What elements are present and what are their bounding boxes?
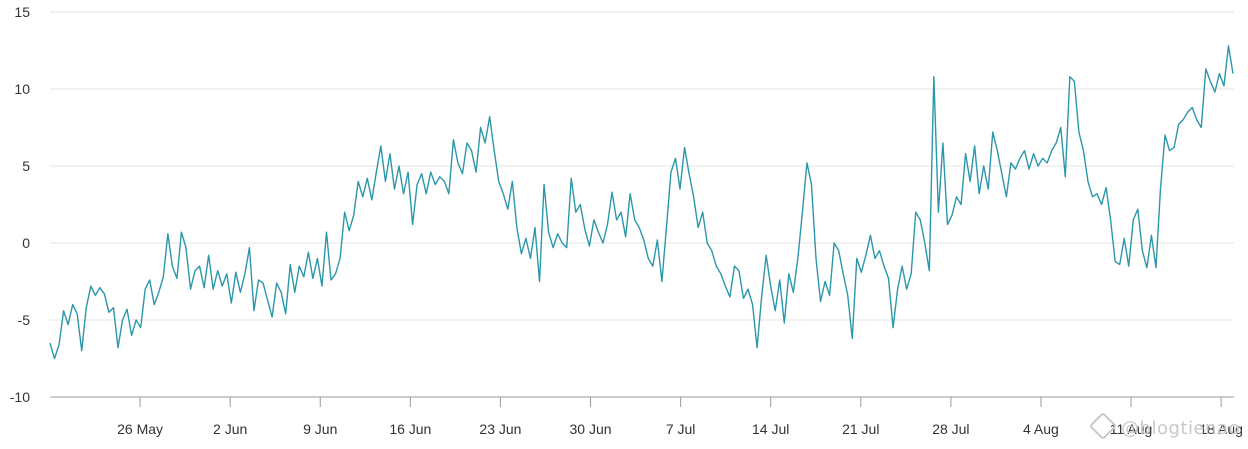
y-tick-label: 5 <box>22 158 30 174</box>
x-axis: 26 May 2 Jun 9 Jun 16 Jun 23 Jun 30 Jun 7 Jul 1… <box>50 396 1243 437</box>
x-tick-label: 16 Jun <box>389 421 431 437</box>
y-tick-label: 15 <box>14 4 30 20</box>
x-tick-label: 14 Jul <box>752 421 789 437</box>
x-tick-label: 11 Aug <box>1110 421 1153 437</box>
series-line <box>49 45 1234 360</box>
x-tick-label: 21 Jul <box>842 421 879 437</box>
y-tick-label: 10 <box>14 81 30 97</box>
y-tick-label: -5 <box>18 312 31 328</box>
x-tick-label: 23 Jun <box>479 421 521 437</box>
x-tick-label: 28 Jul <box>932 421 969 437</box>
x-tick-label: 18 Aug <box>1199 421 1243 437</box>
watermark: @blogtienao <box>1088 411 1240 441</box>
x-tick-label: 4 Aug <box>1023 421 1059 437</box>
x-tick-label: 9 Jun <box>303 421 337 437</box>
x-tick-label: 2 Jun <box>213 421 247 437</box>
gridlines <box>50 11 1234 321</box>
y-tick-label: 0 <box>22 235 30 251</box>
y-tick-label: -10 <box>10 389 30 405</box>
watermark-logo-icon <box>1088 411 1118 441</box>
x-tick-label: 30 Jun <box>569 421 611 437</box>
y-axis-ticks: 15 10 5 0 -5 -10 <box>10 4 30 405</box>
x-tick-label: 26 May <box>117 421 163 437</box>
x-tick-label: 7 Jul <box>666 421 696 437</box>
